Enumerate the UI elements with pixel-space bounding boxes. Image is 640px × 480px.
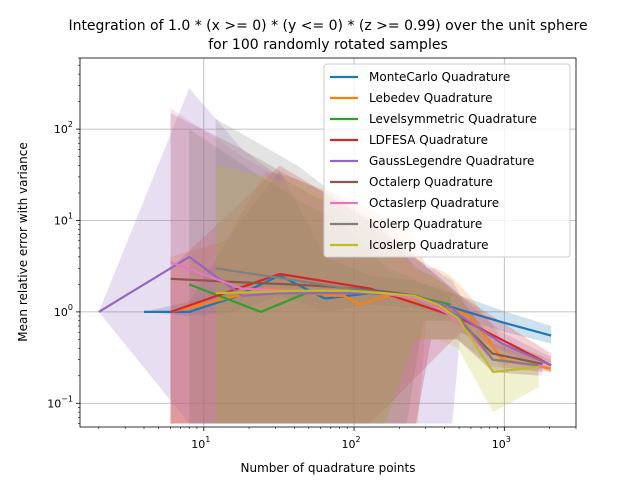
variance-bands: [98, 88, 552, 424]
y-tick-label-exponent: −1: [61, 394, 73, 403]
legend-label: Lebedev Quadrature: [369, 91, 492, 105]
legend-label: Octaslerp Quadrature: [369, 196, 499, 210]
legend-label: Icolerp Quadrature: [369, 217, 482, 231]
variance-band: [170, 108, 543, 424]
y-tick-label-exponent: 1: [68, 211, 73, 220]
x-tick-label: 103: [492, 435, 511, 451]
x-tick-label-exponent: 3: [506, 435, 511, 444]
y-tick-label-base: 10: [47, 397, 61, 410]
x-axis-label: Number of quadrature points: [241, 461, 416, 475]
series-line: [215, 289, 539, 374]
series-lines: [98, 255, 552, 374]
y-tick-label: 101: [54, 211, 73, 227]
plot-frame: [79, 57, 577, 428]
chart-title-line2: for 100 randomly rotated samples: [208, 37, 448, 53]
x-tick-label-base: 10: [191, 438, 205, 451]
legend-label: GaussLegendre Quadrature: [369, 154, 534, 168]
variance-band: [144, 170, 552, 344]
legend-label: Levelsymmetric Quadrature: [369, 112, 537, 126]
y-tick-label: 10−1: [47, 394, 73, 410]
y-tick-label-exponent: 2: [68, 120, 73, 129]
series-line: [144, 274, 552, 337]
legend-label: LDFESA Quadrature: [369, 133, 488, 147]
y-tick-label: 102: [54, 120, 73, 136]
y-axis-label: Mean relative error with variance: [16, 142, 30, 341]
chart-title-line1: Integration of 1.0 * (x >= 0) * (y <= 0)…: [68, 18, 587, 34]
variance-band: [170, 113, 543, 424]
y-tick-label-base: 10: [54, 123, 68, 136]
y-tick-label-exponent: 0: [68, 303, 73, 312]
y-tick-label-base: 10: [54, 306, 68, 319]
series-line: [170, 272, 552, 367]
variance-band: [170, 170, 551, 424]
legend: MonteCarlo Quadrature Lebedev Quadrature L…: [323, 63, 571, 258]
y-tick-label-base: 10: [54, 214, 68, 227]
variance-band: [189, 129, 451, 424]
variance-band: [215, 118, 539, 424]
x-tick-label: 102: [342, 435, 361, 451]
x-tick-label-base: 10: [492, 438, 506, 451]
legend-label: Icoslerp Quadrature: [369, 238, 488, 252]
legend-label: Octalerp Quadrature: [369, 175, 493, 189]
legend-label: MonteCarlo Quadrature: [369, 70, 510, 84]
y-tick-label: 100: [54, 303, 73, 319]
legend-box: [323, 63, 571, 258]
x-tick-label-exponent: 1: [205, 435, 210, 444]
x-tick-label: 101: [191, 435, 210, 451]
x-tick-label-base: 10: [342, 438, 356, 451]
x-tick-label-exponent: 2: [356, 435, 361, 444]
